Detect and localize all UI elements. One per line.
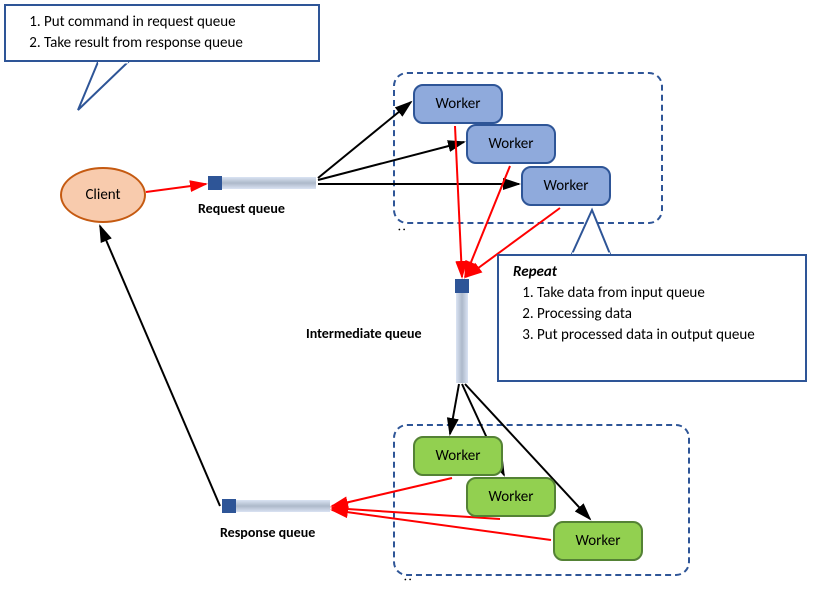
request-queue-label: Request queue [198,200,285,217]
worker-bottom-2: Worker [553,521,643,561]
callout-item: Put processed data in output queue [537,325,795,346]
worker-top-1: Worker [466,124,556,164]
worker-label: Worker [489,135,534,153]
callout-item: Take data from input queue [537,283,795,304]
worker-callout: Repeat Take data from input queue Proces… [497,254,807,382]
client-label: Client [85,186,120,204]
intermediate-queue-label: Intermediate queue [306,325,422,342]
worker-label: Worker [576,532,621,550]
callout-item: Put command in request queue [44,12,308,33]
ellipsis-icon: : [400,578,417,584]
response-queue [222,499,330,513]
worker-label: Worker [436,95,481,113]
ellipsis-icon: : [394,228,411,234]
worker-top-2: Worker [521,166,611,206]
callout-item: Take result from response queue [44,33,308,54]
callout-title: Repeat [513,262,795,283]
callout-item: Processing data [537,304,795,325]
worker-label: Worker [436,447,481,465]
response-queue-label: Response queue [220,524,315,541]
request-queue [208,176,316,190]
intermediate-queue [455,279,469,383]
worker-bottom-0: Worker [413,436,503,476]
worker-bottom-1: Worker [466,477,556,517]
client-node: Client [60,167,146,223]
client-callout: Put command in request queue Take result… [4,4,320,62]
worker-top-0: Worker [413,84,503,124]
worker-label: Worker [544,177,589,195]
worker-label: Worker [489,488,534,506]
